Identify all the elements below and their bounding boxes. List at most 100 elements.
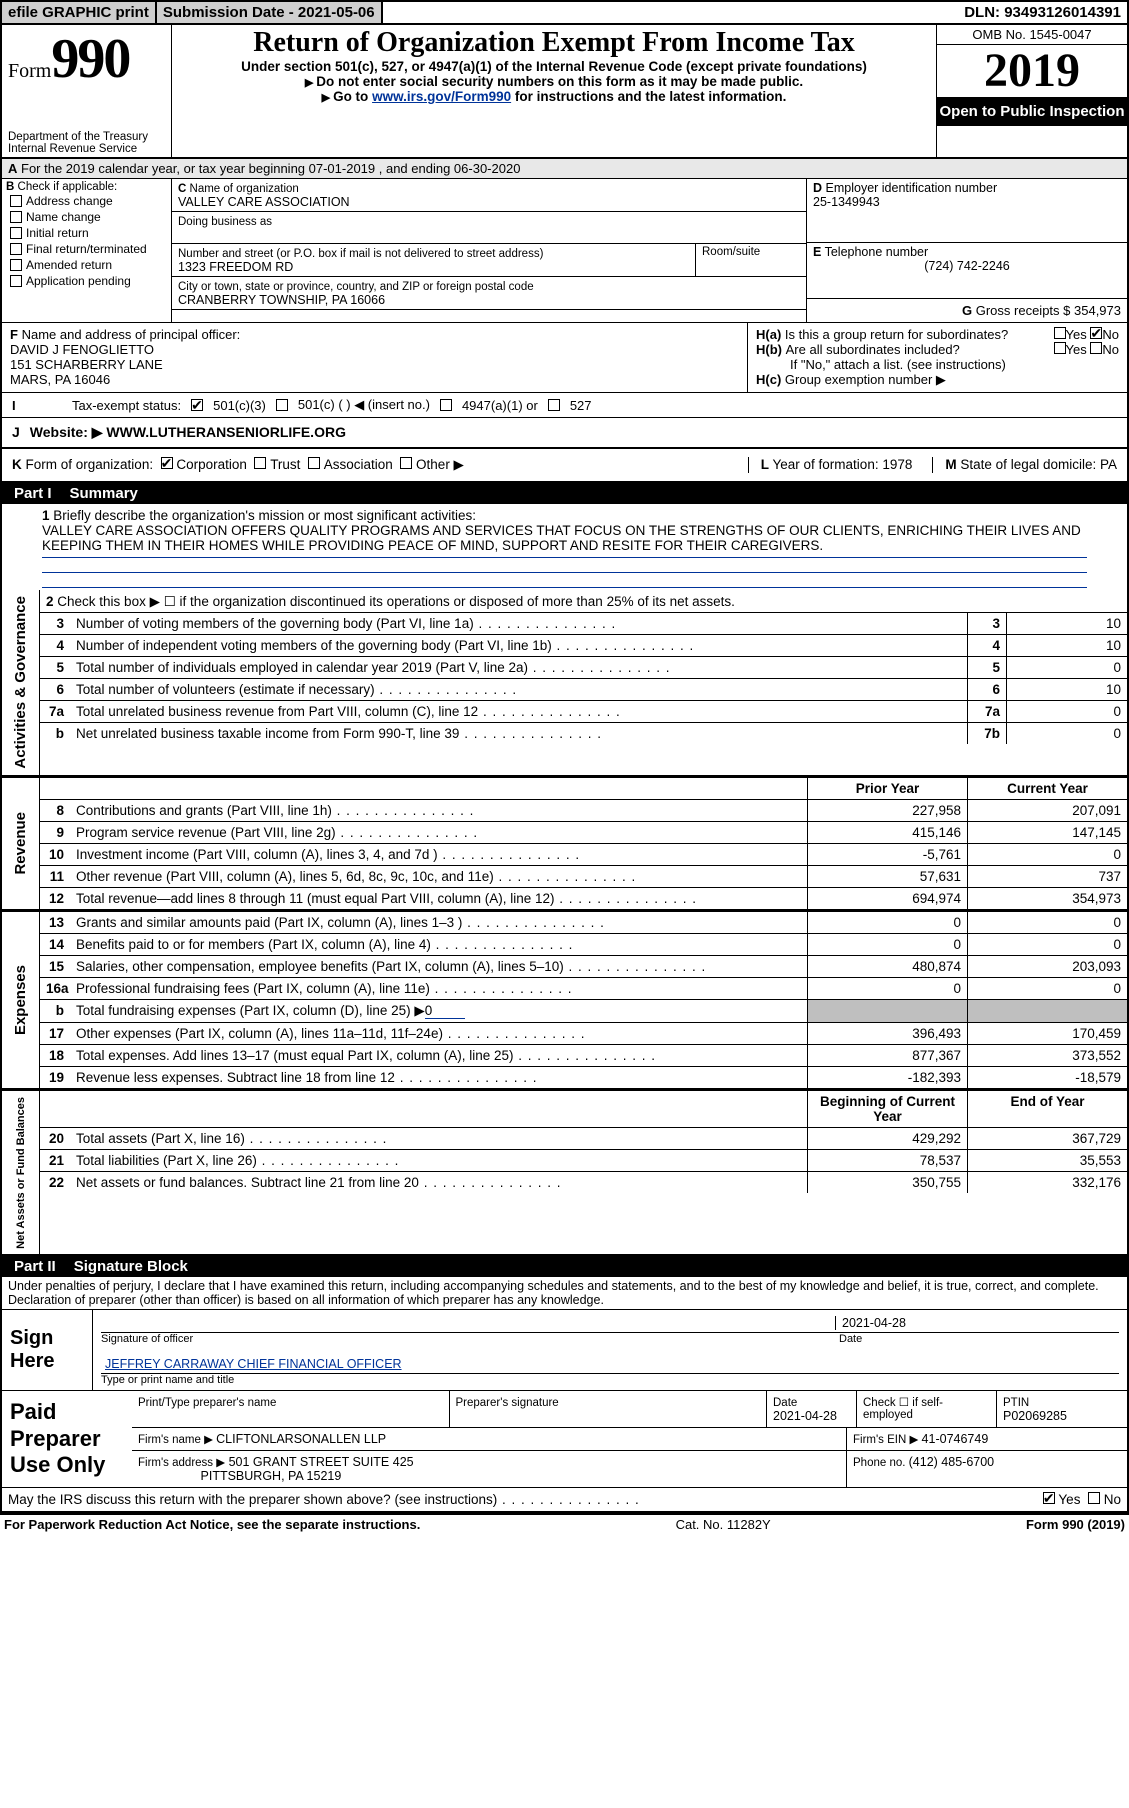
summary-line: 14Benefits paid to or for members (Part … <box>40 933 1127 955</box>
trust-checkbox[interactable] <box>254 457 266 469</box>
summary-line: 21Total liabilities (Part X, line 26)78,… <box>40 1149 1127 1171</box>
summary-line: 7aTotal unrelated business revenue from … <box>40 700 1127 722</box>
hb-no-checkbox[interactable] <box>1090 342 1102 354</box>
submission-date: Submission Date - 2021-05-06 <box>157 2 383 23</box>
revenue-label: Revenue <box>10 806 31 881</box>
current-year-header: Current Year <box>967 778 1127 799</box>
ptin-label: PTIN <box>1003 1397 1029 1409</box>
subtitle-3: Go to www.irs.gov/Form990 for instructio… <box>178 89 930 104</box>
hb-yes-checkbox[interactable] <box>1054 342 1066 354</box>
527-checkbox[interactable] <box>548 399 560 411</box>
city-label: City or town, state or province, country… <box>178 281 534 293</box>
firm-name-label: Firm's name ▶ <box>138 1434 216 1446</box>
year-formation-value: 1978 <box>882 457 912 472</box>
firm-addr2: PITTSBURGH, PA 15219 <box>201 1469 342 1483</box>
principal-officer-addr1: 151 SCHARBERRY LANE <box>10 357 163 372</box>
dept-treasury: Department of the Treasury <box>8 131 165 143</box>
ptin-value: P02069285 <box>1003 1409 1067 1423</box>
firm-ein: 41-0746749 <box>922 1432 989 1446</box>
dba-label: Doing business as <box>178 216 272 228</box>
form-of-org-label: Form of organization: <box>26 457 154 473</box>
firm-name: CLIFTONLARSONALLEN LLP <box>216 1432 386 1446</box>
form-990-2019: Form 990 (2019) <box>1026 1517 1125 1532</box>
ha-yes-checkbox[interactable] <box>1054 327 1066 339</box>
efile-topbar: efile GRAPHIC print Submission Date - 20… <box>0 0 1129 25</box>
officer-name-link[interactable]: JEFFREY CARRAWAY CHIEF FINANCIAL OFFICER <box>105 1357 402 1371</box>
firm-phone: (412) 485-6700 <box>909 1455 994 1469</box>
self-employed-check[interactable]: Check ☐ if self-employed <box>857 1391 997 1427</box>
association-checkbox[interactable] <box>308 457 320 469</box>
ha-label: Is this a group return for subordinates? <box>785 327 1054 342</box>
summary-line: 15Salaries, other compensation, employee… <box>40 955 1127 977</box>
end-year-header: End of Year <box>967 1091 1127 1127</box>
net-assets-label: Net Assets or Fund Balances <box>13 1091 29 1255</box>
ein-label: Employer identification number <box>826 181 998 195</box>
summary-line: 22Net assets or fund balances. Subtract … <box>40 1171 1127 1193</box>
efile-print-button[interactable]: efile GRAPHIC print <box>2 2 157 23</box>
summary-line: 20Total assets (Part X, line 16)429,2923… <box>40 1127 1127 1149</box>
summary-line: 10Investment income (Part VIII, column (… <box>40 843 1127 865</box>
discuss-yes-checkbox[interactable] <box>1043 1492 1055 1504</box>
gross-receipts-value: 354,973 <box>1074 303 1121 318</box>
mission-text: VALLEY CARE ASSOCIATION OFFERS QUALITY P… <box>42 523 1081 553</box>
subtitle-2: Do not enter social security numbers on … <box>178 74 930 89</box>
501c3-checkbox[interactable] <box>191 399 203 411</box>
paperwork-notice: For Paperwork Reduction Act Notice, see … <box>4 1517 420 1532</box>
website-value: WWW.LUTHERANSENIORLIFE.ORG <box>106 424 346 441</box>
subtitle-1: Under section 501(c), 527, or 4947(a)(1)… <box>178 59 930 74</box>
check-if-applicable-item[interactable]: Final return/terminated <box>6 241 167 257</box>
line-2: Check this box ▶ ☐ if the organization d… <box>57 594 735 609</box>
date-label: Date <box>839 1333 1119 1345</box>
summary-line: 9Program service revenue (Part VIII, lin… <box>40 821 1127 843</box>
summary-line: 13Grants and similar amounts paid (Part … <box>40 911 1127 933</box>
firm-ein-label: Firm's EIN ▶ <box>853 1434 922 1446</box>
phone-label: Telephone number <box>825 245 929 259</box>
prep-date: 2021-04-28 <box>773 1409 837 1423</box>
summary-line: 16aProfessional fundraising fees (Part I… <box>40 977 1127 999</box>
principal-officer-addr2: MARS, PA 16046 <box>10 372 110 387</box>
irs-link[interactable]: www.irs.gov/Form990 <box>372 89 511 104</box>
summary-line: 12Total revenue—add lines 8 through 11 (… <box>40 887 1127 909</box>
line-16b-label: Total fundraising expenses (Part IX, col… <box>76 1003 425 1018</box>
summary-line: 19Revenue less expenses. Subtract line 1… <box>40 1066 1127 1088</box>
gross-receipts-label: Gross receipts $ <box>976 303 1074 318</box>
org-name-label: Name of organization <box>190 183 299 195</box>
principal-officer-label: Name and address of principal officer: <box>22 327 241 342</box>
other-checkbox[interactable] <box>400 457 412 469</box>
sign-here-label: Sign Here <box>2 1310 92 1390</box>
prior-year-header: Prior Year <box>807 778 967 799</box>
form-of-org-row: K Form of organization: Corporation Trus… <box>0 449 1129 483</box>
501c-checkbox[interactable] <box>276 399 288 411</box>
tax-year-line: A For the 2019 calendar year, or tax yea… <box>0 159 1129 179</box>
summary-line: 6Total number of volunteers (estimate if… <box>40 678 1127 700</box>
4947a1-checkbox[interactable] <box>440 399 452 411</box>
paid-preparer-label: Paid Preparer Use Only <box>2 1391 132 1487</box>
organization-name: VALLEY CARE ASSOCIATION <box>178 195 350 209</box>
discuss-question: May the IRS discuss this return with the… <box>8 1492 640 1507</box>
prep-name-label: Print/Type preparer's name <box>138 1397 276 1409</box>
line-16b-value: 0 <box>425 1003 465 1019</box>
ha-no-checkbox[interactable] <box>1090 327 1102 339</box>
website-row: J Website: ▶ WWW.LUTHERANSENIORLIFE.ORG <box>0 418 1129 449</box>
street-address: 1323 FREEDOM RD <box>178 260 293 274</box>
summary-line: 3Number of voting members of the governi… <box>40 612 1127 634</box>
hb-label: Are all subordinates included? <box>786 342 1054 357</box>
dln: DLN: 93493126014391 <box>958 2 1127 23</box>
corporation-checkbox[interactable] <box>161 457 173 469</box>
check-if-applicable-item[interactable]: Address change <box>6 193 167 209</box>
firm-phone-label: Phone no. <box>853 1457 909 1469</box>
page-footer: For Paperwork Reduction Act Notice, see … <box>0 1513 1129 1534</box>
hb-note: If "No," attach a list. (see instruction… <box>756 357 1119 372</box>
discuss-no-checkbox[interactable] <box>1088 1492 1100 1504</box>
beginning-year-header: Beginning of Current Year <box>807 1091 967 1127</box>
irs-label: Internal Revenue Service <box>8 143 165 155</box>
check-if-applicable-item[interactable]: Name change <box>6 209 167 225</box>
check-if-applicable-item[interactable]: Initial return <box>6 225 167 241</box>
check-if-applicable-item[interactable]: Amended return <box>6 257 167 273</box>
website-label: Website: ▶ <box>30 424 103 441</box>
activities-governance-label: Activities & Governance <box>10 590 31 775</box>
summary-line: 11Other revenue (Part VIII, column (A), … <box>40 865 1127 887</box>
hc-label: Group exemption number ▶ <box>785 372 946 387</box>
summary-line: 18Total expenses. Add lines 13–17 (must … <box>40 1044 1127 1066</box>
check-if-applicable-item[interactable]: Application pending <box>6 273 167 289</box>
